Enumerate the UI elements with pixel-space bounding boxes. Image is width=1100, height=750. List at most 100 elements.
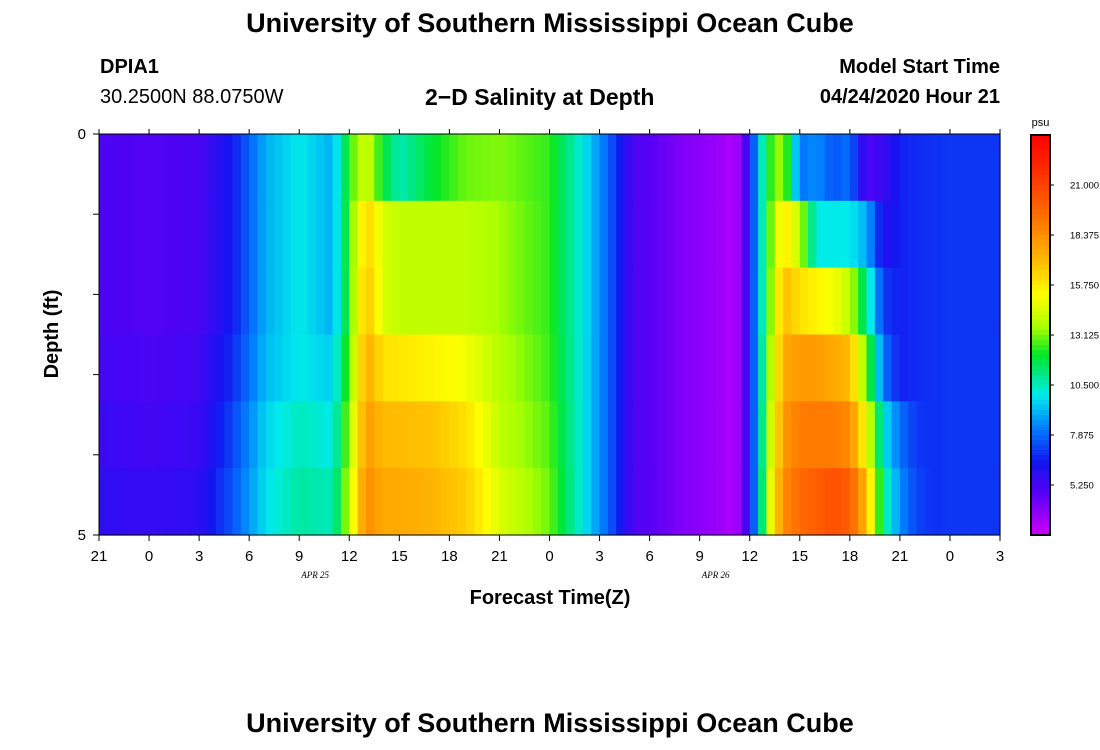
- colorbar: psu 21.000 18.375 15.750 13.125 10.500 7.875 5.…: [1030, 117, 1099, 536]
- heatmap-cell: [249, 200, 259, 269]
- heatmap-cell: [833, 134, 843, 202]
- heatmap-cell: [899, 401, 909, 469]
- colorbar-segment: [1031, 285, 1050, 291]
- heatmap-cell: [883, 267, 893, 336]
- heatmap-cell: [390, 334, 400, 402]
- heatmap-cell: [532, 134, 542, 202]
- heatmap-cell: [499, 334, 509, 402]
- heatmap-cell: [491, 468, 501, 536]
- colorbar-tick-label: 5.250: [1070, 481, 1094, 492]
- heatmap-cell: [666, 200, 676, 269]
- heatmap-cell: [532, 200, 542, 269]
- heatmap-cell: [115, 200, 125, 269]
- heatmap-cell: [357, 334, 367, 402]
- heatmap-cell: [582, 468, 592, 536]
- heatmap-cell: [124, 468, 133, 536]
- heatmap-cell: [557, 468, 567, 536]
- heatmap-cell: [357, 200, 367, 269]
- heatmap-cell: [149, 267, 158, 336]
- heatmap-cell: [507, 267, 517, 336]
- heatmap-cell: [541, 134, 551, 202]
- heatmap-cell: [174, 468, 184, 536]
- heatmap-cell: [491, 267, 501, 336]
- heatmap-cell: [99, 200, 108, 269]
- heatmap-cell: [758, 200, 767, 269]
- colorbar-segment: [1031, 205, 1050, 211]
- heatmap-cell: [232, 468, 242, 536]
- heatmap-cell: [774, 267, 784, 336]
- heatmap-cell: [616, 134, 626, 202]
- heatmap-cell: [165, 200, 175, 269]
- heatmap-cell: [557, 267, 567, 336]
- colorbar-segment: [1031, 260, 1050, 266]
- heatmap-cell: [357, 468, 367, 536]
- heatmap-cell: [858, 468, 868, 536]
- y-tick-label: 5: [78, 527, 86, 544]
- heatmap-cell: [899, 134, 909, 202]
- heatmap-cell: [382, 134, 392, 202]
- heatmap-cell: [157, 334, 167, 402]
- heatmap-cell: [390, 468, 400, 536]
- heatmap-cell: [232, 401, 242, 469]
- heatmap-cell: [307, 267, 317, 336]
- heatmap-cell: [466, 134, 476, 202]
- heatmap-cell: [374, 401, 384, 469]
- heatmap-cell: [157, 267, 167, 336]
- heatmap-cell: [224, 200, 234, 269]
- colorbar-segment: [1031, 325, 1050, 331]
- heatmap-cell: [240, 334, 250, 402]
- colorbar-segment: [1031, 345, 1050, 351]
- heatmap-cell: [416, 134, 425, 202]
- heatmap-cell: [232, 200, 242, 269]
- heatmap-cell: [332, 334, 342, 402]
- heatmap-cell: [432, 468, 442, 536]
- colorbar-segment: [1031, 210, 1050, 216]
- heatmap-cell: [682, 134, 692, 202]
- x-tick-label: 9: [295, 548, 303, 565]
- heatmap-cell: [315, 267, 325, 336]
- heatmap-cell: [374, 134, 384, 202]
- colorbar-segment: [1031, 310, 1050, 316]
- heatmap-cell: [933, 200, 943, 269]
- heatmap-cell: [891, 334, 901, 402]
- heatmap-cell: [666, 267, 676, 336]
- heatmap-cell: [958, 401, 968, 469]
- colorbar-segment: [1031, 140, 1050, 146]
- heatmap-cell: [215, 200, 225, 269]
- heatmap-cell: [724, 401, 734, 469]
- heatmap-cell: [466, 401, 476, 469]
- heatmap-cell: [699, 134, 709, 202]
- heatmap-cell: [841, 401, 851, 469]
- heatmap-cell: [774, 134, 784, 202]
- colorbar-segment: [1031, 380, 1050, 386]
- heatmap-cell: [332, 134, 342, 202]
- colorbar-segment: [1031, 370, 1050, 376]
- chart-title: 2−D Salinity at Depth: [425, 84, 655, 110]
- heatmap-cell: [190, 401, 200, 469]
- heatmap-cell: [424, 200, 434, 269]
- heatmap-cell: [766, 401, 776, 469]
- heatmap-cell: [574, 134, 584, 202]
- heatmap-cell: [374, 468, 384, 536]
- heatmap-cell: [257, 134, 267, 202]
- heatmap-cell: [474, 200, 484, 269]
- heatmap-cell: [749, 267, 759, 336]
- heatmap-cell: [532, 401, 542, 469]
- heatmap-cell: [432, 334, 442, 402]
- heatmap-cell: [199, 134, 209, 202]
- heatmap-cell: [199, 401, 209, 469]
- heatmap-cell: [165, 267, 175, 336]
- heatmap-cell: [908, 401, 918, 469]
- colorbar-segment: [1031, 245, 1050, 251]
- heatmap-cell: [799, 200, 809, 269]
- heatmap-cell: [541, 334, 551, 402]
- heatmap-cell: [174, 334, 184, 402]
- heatmap-cell: [224, 468, 234, 536]
- heatmap-cell: [324, 267, 334, 336]
- colorbar-segment: [1031, 515, 1050, 521]
- heatmap-cell: [632, 468, 642, 536]
- heatmap-cell: [274, 334, 284, 402]
- heatmap-cell: [699, 401, 709, 469]
- colorbar-segment: [1031, 475, 1050, 481]
- heatmap-cell: [607, 200, 617, 269]
